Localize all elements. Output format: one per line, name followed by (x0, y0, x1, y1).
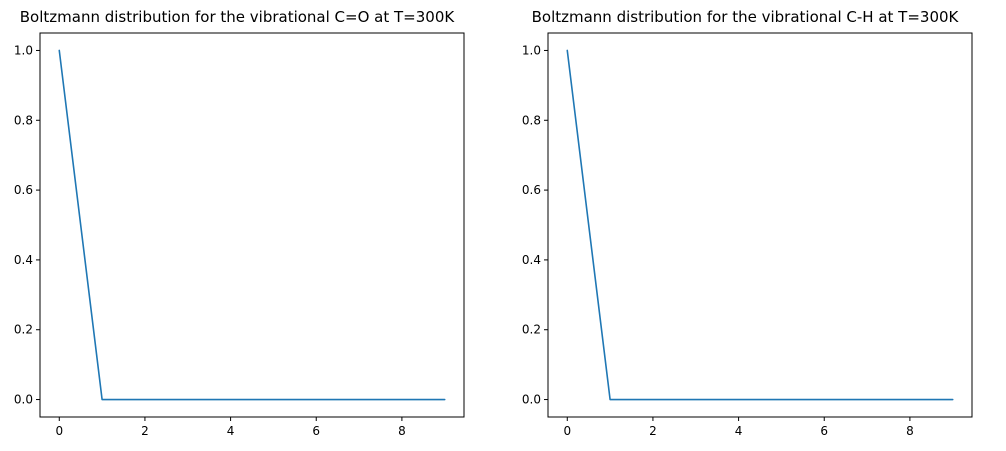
series-group (58, 49, 446, 401)
ticks: 0 2 4 6 8 0.0 0.2 0.4 0.6 0.8 1.0 (522, 43, 914, 438)
y-tick-label: 0.0 (522, 393, 541, 407)
series-group (566, 49, 954, 401)
y-tick-label: 0.6 (14, 183, 33, 197)
ticks: 0 2 4 6 8 0.0 0.2 0.4 0.6 0.8 1.0 (14, 43, 406, 438)
x-tick-label: 4 (227, 424, 235, 438)
y-tick-label: 0.4 (522, 253, 541, 267)
x-tick-label: 2 (141, 424, 149, 438)
y-tick-label: 0.6 (522, 183, 541, 197)
y-tick-label: 0.2 (522, 323, 541, 337)
chart-title: Boltzmann distribution for the vibration… (532, 8, 960, 26)
x-tick-label: 2 (649, 424, 657, 438)
x-tick-label: 8 (398, 424, 406, 438)
chart-title: Boltzmann distribution for the vibration… (20, 8, 456, 26)
y-tick-label: 0.8 (14, 113, 33, 127)
y-tick-label: 0.0 (14, 393, 33, 407)
chart-right: Boltzmann distribution for the vibration… (522, 8, 973, 438)
y-tick-label: 1.0 (14, 43, 33, 57)
series-line (566, 49, 954, 401)
series-line (58, 49, 446, 401)
x-tick-label: 6 (312, 424, 320, 438)
plot-area-frame (39, 32, 465, 418)
x-tick-label: 4 (735, 424, 743, 438)
x-tick-label: 8 (906, 424, 914, 438)
plot-area-frame (547, 32, 973, 418)
y-tick-label: 1.0 (522, 43, 541, 57)
y-tick-label: 0.2 (14, 323, 33, 337)
x-tick-label: 6 (820, 424, 828, 438)
y-tick-label: 0.4 (14, 253, 33, 267)
chart-left: Boltzmann distribution for the vibration… (14, 8, 465, 438)
x-tick-label: 0 (55, 424, 63, 438)
x-tick-label: 0 (563, 424, 571, 438)
y-tick-label: 0.8 (522, 113, 541, 127)
